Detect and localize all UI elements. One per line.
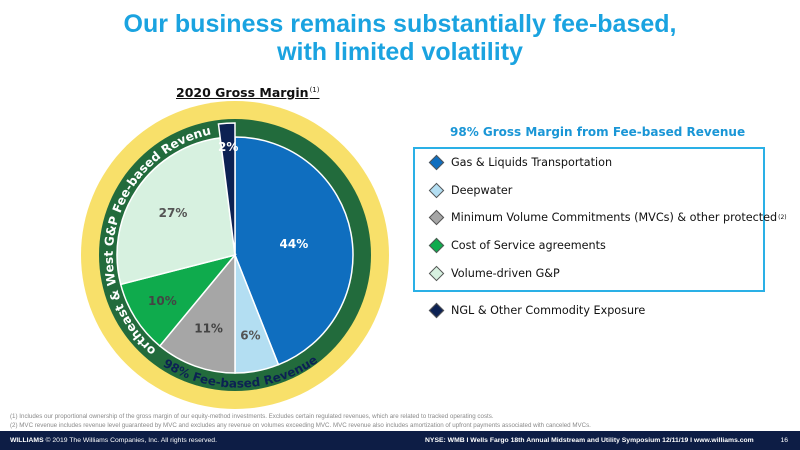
legend-swatch-icon <box>428 265 445 281</box>
legend-footnote-ref: (2) <box>778 213 787 221</box>
legend-item-deepwater: Deepwater <box>428 181 513 199</box>
legend-item-volume-driven-g-p: Volume-driven G&P <box>428 264 560 282</box>
footer-company: WILLIAMS <box>10 437 44 444</box>
slide-title-line-2: with limited volatility <box>277 38 523 66</box>
legend-label: Gas & Liquids Transportation <box>451 155 613 169</box>
slice-value-label: 44% <box>280 237 309 251</box>
pie-slice <box>234 136 354 366</box>
legend-swatch-icon <box>428 237 445 253</box>
legend-heading: 98% Gross Margin from Fee-based Revenue <box>450 125 746 139</box>
pie-slice <box>158 252 236 374</box>
pie-slice <box>217 122 236 256</box>
footer-event-info: NYSE: WMB I Wells Fargo 18th Annual Mids… <box>425 437 754 444</box>
chart-title: 2020 Gross Margin(1) <box>176 85 319 100</box>
legend-swatch-icon <box>428 302 445 318</box>
slice-value-label: 10% <box>148 294 177 308</box>
chart-title-text: 2020 Gross Margin <box>176 85 309 100</box>
footer-copyright-text: © 2019 The Williams Companies, Inc. All … <box>45 437 217 444</box>
footnote-2: (2) MVC revenue includes revenue level g… <box>10 422 591 429</box>
page-number: 16 <box>780 437 788 444</box>
pie-chart: 44%6%11%10%27%2% Northeast & West G&P Fe… <box>80 100 389 409</box>
slice-value-label: 11% <box>194 321 223 335</box>
slide-title-line-1: Our business remains substantially fee-b… <box>123 10 677 38</box>
legend-label: Deepwater <box>451 183 513 197</box>
slice-value-label: 2% <box>218 140 238 154</box>
legend-swatch-icon <box>428 209 445 225</box>
slice-value-label: 6% <box>240 329 260 343</box>
legend-label: Volume-driven G&P <box>451 266 560 280</box>
slice-value-label: 27% <box>159 206 188 220</box>
slide-title: Our business remains substantially fee-b… <box>0 10 800 66</box>
legend-label: NGL & Other Commodity Exposure <box>451 303 646 317</box>
footnote-1: (1) Includes our proportional ownership … <box>10 413 494 420</box>
pie-slice <box>116 137 236 286</box>
footnotes: (1) Includes our proportional ownership … <box>10 412 790 430</box>
legend-item-gas-liquids-transportation: Gas & Liquids Transportation <box>428 153 613 171</box>
legend-swatch-icon <box>428 182 445 198</box>
legend-item-cost-of-service-agreements: Cost of Service agreements <box>428 236 606 254</box>
legend-item-ngl-other-commodity-exposure: NGL & Other Commodity Exposure <box>428 301 646 319</box>
legend-label: Minimum Volume Commitments (MVCs) & othe… <box>451 210 778 224</box>
legend-label: Cost of Service agreements <box>451 238 606 252</box>
chart-title-footnote-ref: (1) <box>309 85 320 94</box>
legend-swatch-icon <box>428 154 445 170</box>
footer-bar: WILLIAMS © 2019 The Williams Companies, … <box>0 431 800 450</box>
footer-copyright: WILLIAMS © 2019 The Williams Companies, … <box>10 431 217 450</box>
legend-box <box>413 147 765 292</box>
legend-item-minimum-volume-commitments-mvcs-other-protected: Minimum Volume Commitments (MVCs) & othe… <box>428 208 787 226</box>
